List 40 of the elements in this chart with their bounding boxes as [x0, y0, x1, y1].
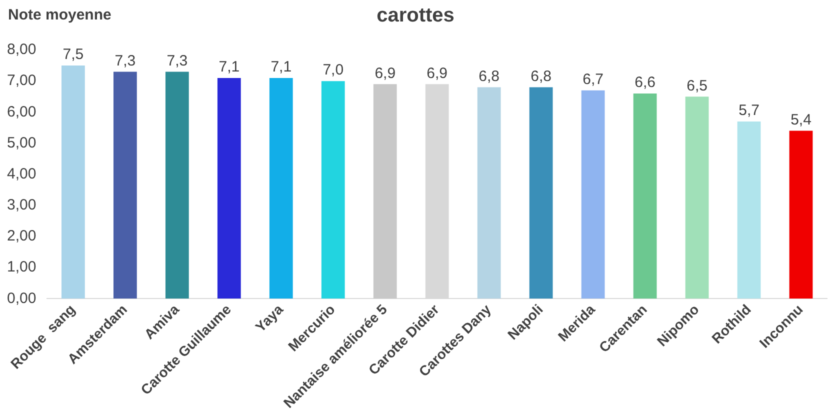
bar: [217, 78, 241, 299]
bar: [633, 94, 657, 299]
y-tick-label: 7,00: [6, 72, 36, 90]
y-tick-label: 3,00: [6, 196, 36, 214]
y-tick-label: 2,00: [6, 228, 36, 245]
y-axis-title: Note moyenne: [8, 6, 112, 24]
data-label: 7,5: [62, 46, 84, 64]
y-tick-label: 4,00: [6, 165, 36, 182]
bar: [165, 72, 189, 299]
chart-title: carottes: [376, 4, 454, 27]
y-tick-label: 0,00: [6, 290, 36, 307]
data-label: 6,9: [426, 64, 448, 82]
y-tick-label: 5,00: [6, 134, 36, 152]
y-tick-label: 8,00: [6, 41, 36, 58]
bar: [685, 96, 709, 299]
data-label: 5,7: [738, 102, 760, 120]
y-tick-label: 1,00: [6, 258, 36, 276]
data-label: 6,8: [530, 68, 552, 85]
data-label: 7,1: [270, 58, 292, 76]
data-label: 6,9: [374, 64, 396, 82]
bar: [61, 66, 85, 299]
data-label: 7,3: [166, 52, 188, 70]
data-label: 6,5: [686, 77, 708, 94]
data-label: 7,1: [218, 58, 240, 76]
y-tick-label: 6,00: [6, 103, 36, 120]
data-label: 6,6: [634, 74, 656, 92]
bar: [789, 130, 813, 299]
bar: [113, 72, 137, 299]
bar: [321, 81, 345, 299]
bar: [737, 121, 761, 299]
data-label: 7,0: [322, 62, 344, 79]
data-label: 7,3: [114, 52, 136, 70]
bar: [373, 84, 397, 299]
data-label: 5,4: [790, 111, 812, 128]
data-label: 6,8: [478, 68, 500, 85]
data-label: 6,7: [582, 71, 604, 88]
bar: [269, 78, 293, 299]
bar: [581, 90, 605, 299]
bar: [529, 87, 553, 299]
bar: [477, 87, 501, 299]
